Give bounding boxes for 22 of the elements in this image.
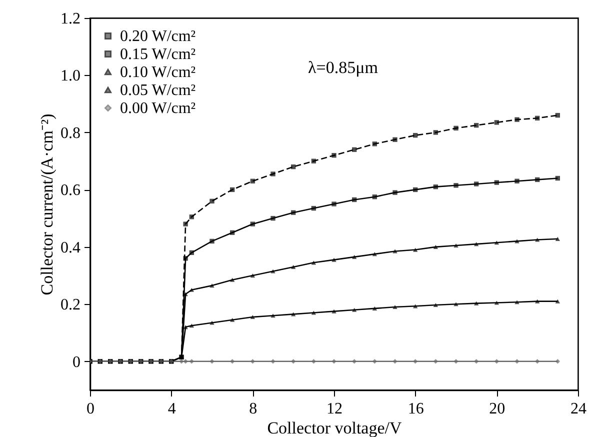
y-axis-title: Collector current/(A·cm⁻²) xyxy=(38,114,56,296)
legend-label: 0.10 W/cm² xyxy=(120,64,196,81)
legend-label: 0.05 W/cm² xyxy=(120,82,196,99)
x-tick-label: 0 xyxy=(86,400,94,418)
legend-label: 0.20 W/cm² xyxy=(120,28,196,45)
y-tick-label: 1.2 xyxy=(60,10,80,28)
y-tick-label: 1.0 xyxy=(60,68,80,85)
y-tick-label: 0.4 xyxy=(60,239,80,256)
legend-label: 0.15 W/cm² xyxy=(120,46,196,63)
x-tick-label: 20 xyxy=(489,400,506,418)
x-tick-label: 24 xyxy=(570,400,586,418)
x-axis-title: Collector voltage/V xyxy=(267,418,402,437)
y-tick-label: 0 xyxy=(72,354,80,371)
y-tick-label: 0.6 xyxy=(60,182,80,200)
x-tick-label: 8 xyxy=(249,400,258,418)
y-tick-label: 0.8 xyxy=(60,124,80,142)
legend-label: 0.00 W/cm² xyxy=(120,100,196,117)
x-tick-label: 4 xyxy=(168,400,176,418)
annotation: λ=0.85μm xyxy=(308,58,378,77)
x-tick-label: 16 xyxy=(408,400,424,418)
x-tick-label: 12 xyxy=(326,400,342,418)
y-tick-label: 0.2 xyxy=(60,296,80,314)
